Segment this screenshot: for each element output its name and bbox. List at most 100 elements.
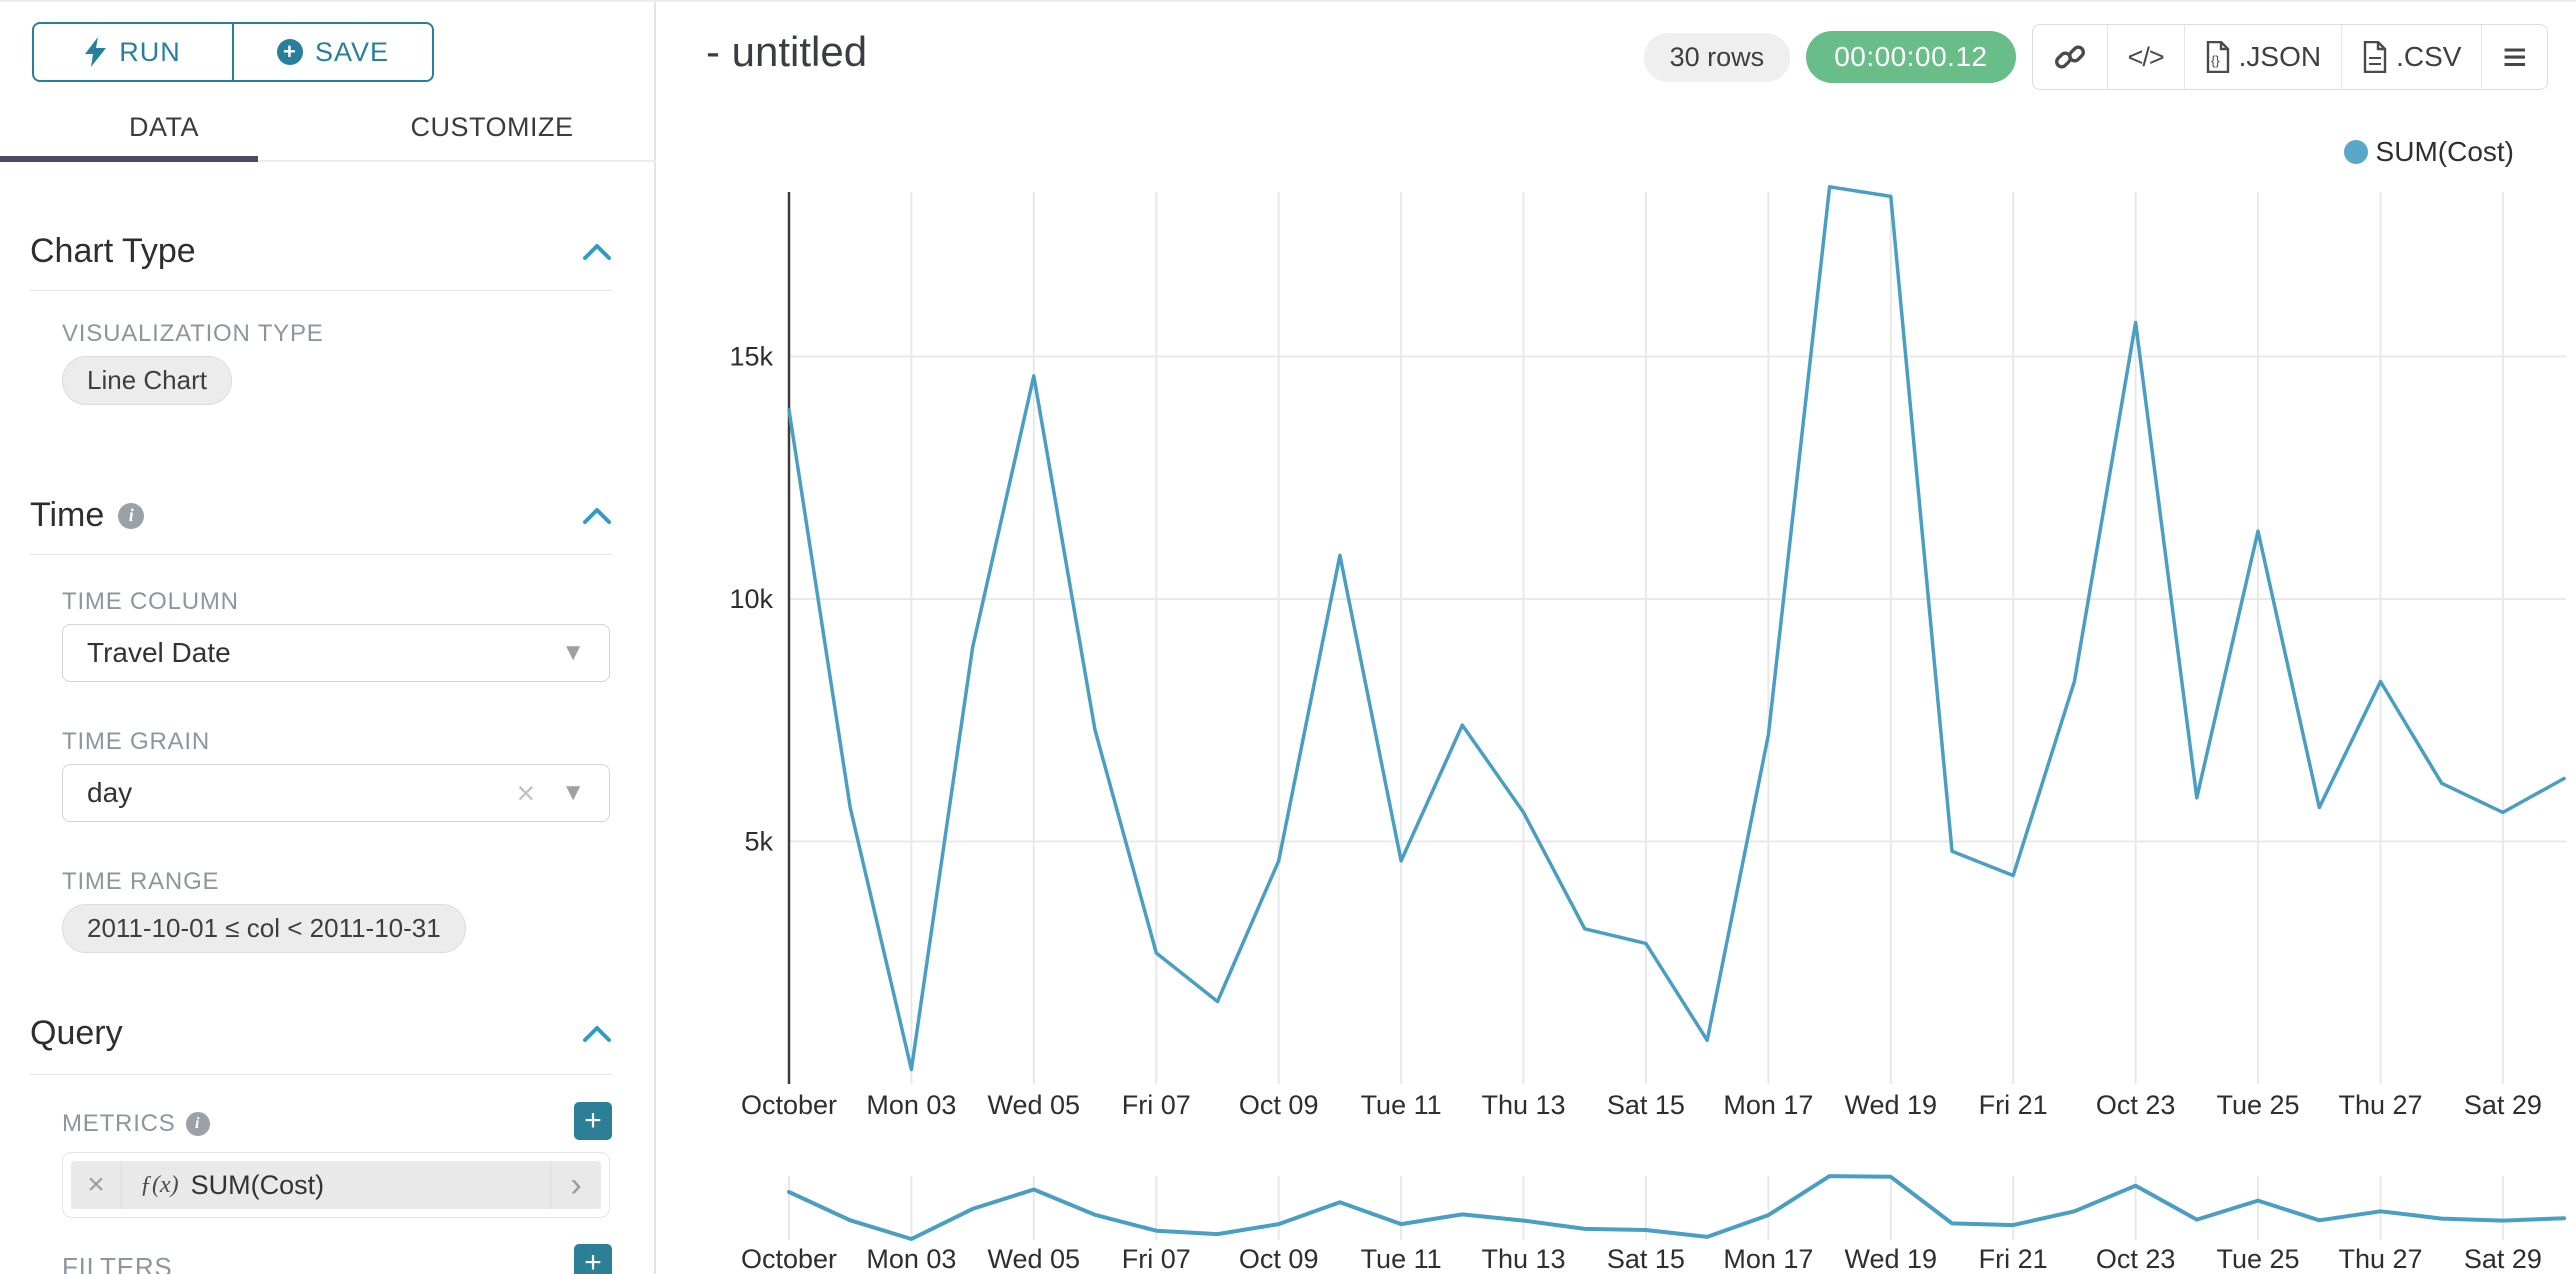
export-json-button[interactable]: {} .JSON: [2185, 25, 2343, 89]
visualization-type-value[interactable]: Line Chart: [62, 356, 232, 405]
query-timer-badge: 00:00:00.12: [1806, 31, 2016, 83]
time-grain-label-text: TIME GRAIN: [62, 728, 211, 755]
x-axis-labels: October Mon 03 Wed 05 Fri 07 Oct 09 Tue 11 Thu…: [741, 1090, 2542, 1120]
time-grain-select[interactable]: day × ▼: [62, 764, 610, 822]
svg-text:Wed 19: Wed 19: [1845, 1090, 1938, 1120]
chevron-up-icon[interactable]: [582, 1014, 612, 1053]
svg-text:Fri 21: Fri 21: [1979, 1244, 2048, 1274]
svg-text:10k: 10k: [729, 584, 773, 614]
section-time-header[interactable]: Time i: [30, 496, 612, 535]
chart-menu-button[interactable]: ≡: [2482, 25, 2547, 89]
time-grain-value: day: [87, 777, 133, 808]
filters-label-text: FILTERS: [62, 1252, 173, 1274]
chart-legend[interactable]: SUM(Cost): [2343, 136, 2514, 168]
y-axis-labels: 5k 10k 15k: [729, 342, 773, 857]
export-csv-label: .CSV: [2396, 41, 2462, 72]
section-query-header[interactable]: Query: [30, 1014, 612, 1053]
svg-text:Sat 15: Sat 15: [1607, 1090, 1685, 1120]
metric-pill[interactable]: × ƒ(x) SUM(Cost) ›: [71, 1161, 601, 1209]
share-link-button[interactable]: [2033, 25, 2108, 89]
main-series-line: [787, 185, 2566, 1072]
remove-metric-icon[interactable]: ×: [71, 1161, 122, 1209]
save-chart-button[interactable]: + SAVE: [234, 24, 432, 80]
tab-customize[interactable]: CUSTOMIZE: [328, 94, 656, 160]
chevron-up-icon[interactable]: [582, 496, 612, 535]
caret-down-icon: ▼: [561, 779, 585, 806]
time-column-label-text: TIME COLUMN: [62, 588, 239, 615]
info-icon: i: [118, 502, 145, 529]
svg-text:{}: {}: [2211, 53, 2220, 68]
mini-series-line: [787, 1174, 2567, 1241]
time-range-pill[interactable]: 2011-10-01 ≤ col < 2011-10-31: [62, 904, 466, 953]
active-tab-indicator: [0, 156, 258, 162]
time-range-label: TIME RANGE: [62, 868, 219, 896]
mini-brush-chart[interactable]: October Mon 03 Wed 05 Fri 07 Oct 09 Tue 11 Thu…: [741, 1174, 2567, 1274]
svg-text:Mon 17: Mon 17: [1723, 1244, 1813, 1274]
y-gridlines: [789, 355, 2566, 843]
time-grain-label: TIME GRAIN: [62, 728, 210, 756]
add-filter-button[interactable]: +: [574, 1244, 612, 1274]
svg-text:Wed 05: Wed 05: [988, 1090, 1081, 1120]
svg-text:Tue 25: Tue 25: [2216, 1244, 2299, 1274]
chevron-right-icon[interactable]: ›: [550, 1161, 601, 1209]
legend-series-dot: [2343, 140, 2368, 164]
legend-series-label: SUM(Cost): [2375, 136, 2514, 167]
svg-text:Sat 29: Sat 29: [2464, 1090, 2542, 1120]
svg-text:Fri 21: Fri 21: [1979, 1090, 2048, 1120]
svg-text:Mon 03: Mon 03: [866, 1090, 956, 1120]
time-column-select[interactable]: Travel Date ▼: [62, 624, 610, 682]
viz-type-pill[interactable]: Line Chart: [62, 356, 232, 405]
clear-x-icon[interactable]: ×: [516, 775, 536, 811]
section-divider: [30, 1074, 612, 1075]
time-range-label-text: TIME RANGE: [62, 868, 220, 895]
function-fx-icon: ƒ(x): [140, 1171, 179, 1198]
chart-title[interactable]: - untitled: [706, 28, 868, 75]
svg-text:Oct 23: Oct 23: [2096, 1090, 2176, 1120]
section-divider: [30, 290, 612, 291]
metric-name: SUM(Cost): [190, 1169, 325, 1200]
add-metric-button[interactable]: +: [574, 1102, 612, 1140]
svg-text:Oct 23: Oct 23: [2096, 1244, 2176, 1274]
run-query-button[interactable]: RUN: [34, 24, 234, 80]
time-range-control[interactable]: 2011-10-01 ≤ col < 2011-10-31: [62, 904, 466, 953]
svg-text:Oct 09: Oct 09: [1239, 1244, 1319, 1274]
caret-down-icon: ▼: [561, 639, 585, 666]
section-divider: [30, 554, 612, 555]
time-column-label: TIME COLUMN: [62, 588, 239, 616]
link-icon: [2054, 45, 2085, 69]
metrics-label-text: METRICS: [62, 1110, 176, 1137]
svg-text:5k: 5k: [744, 827, 773, 857]
section-chart-type-header[interactable]: Chart Type: [30, 232, 612, 271]
chevron-up-icon[interactable]: [582, 232, 612, 271]
control-panel-sidebar: RUN + SAVE DATA CUSTOMIZE Chart Type: [0, 2, 656, 1274]
svg-text:Tue 11: Tue 11: [1361, 1090, 1442, 1120]
lightning-bolt-icon: [85, 37, 107, 67]
svg-text:Tue 25: Tue 25: [2216, 1090, 2299, 1120]
csv-file-icon: [2363, 41, 2387, 73]
row-count-badge: 30 rows: [1643, 32, 1791, 82]
visualization-type-label: VISUALIZATION TYPE: [62, 320, 324, 348]
tab-data[interactable]: DATA: [0, 94, 328, 160]
svg-text:October: October: [741, 1090, 837, 1120]
tab-customize-label: CUSTOMIZE: [410, 111, 574, 142]
export-csv-button[interactable]: .CSV: [2342, 25, 2483, 89]
visualization-type-label-text: VISUALIZATION TYPE: [62, 320, 324, 347]
svg-text:Thu 27: Thu 27: [2338, 1090, 2422, 1120]
svg-text:Wed 05: Wed 05: [988, 1244, 1081, 1274]
embed-code-button[interactable]: </>: [2108, 25, 2185, 89]
svg-text:Thu 13: Thu 13: [1481, 1244, 1565, 1274]
info-icon: i: [185, 1112, 210, 1136]
svg-text:Mon 03: Mon 03: [866, 1244, 956, 1274]
filters-label: FILTERS: [62, 1252, 173, 1274]
section-chart-type-title: Chart Type: [30, 232, 196, 270]
svg-text:Thu 13: Thu 13: [1481, 1090, 1565, 1120]
svg-text:Sat 29: Sat 29: [2464, 1244, 2542, 1274]
metric-content: ƒ(x) SUM(Cost): [122, 1170, 550, 1201]
export-button-group: </> {} .JSON .CSV ≡: [2031, 24, 2548, 90]
section-query-title: Query: [30, 1014, 123, 1052]
svg-text:Sat 15: Sat 15: [1607, 1244, 1685, 1274]
metrics-label: METRICS i: [62, 1110, 210, 1138]
svg-text:15k: 15k: [729, 342, 773, 372]
header-actions: 30 rows 00:00:00.12 </> {}: [1643, 24, 2548, 90]
